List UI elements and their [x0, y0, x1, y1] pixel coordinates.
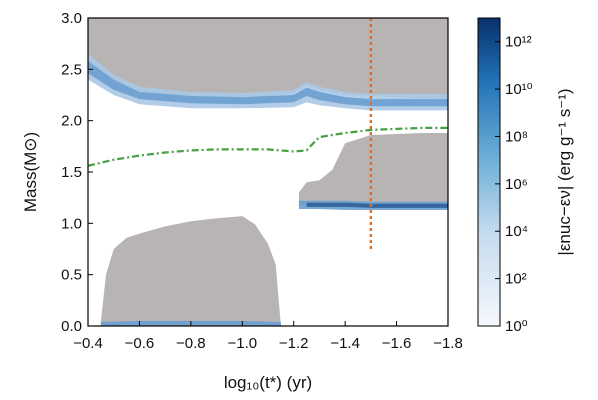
convective-region [88, 18, 448, 99]
colorbar-tick-label: 10¹² [505, 34, 532, 51]
colorbar-tick-label: 10² [505, 271, 527, 288]
x-tick-label: −1.2 [279, 335, 309, 352]
x-tick-label: −1.0 [227, 335, 257, 352]
colorbar-tick-label: 10⁰ [505, 318, 528, 335]
y-tick-label: 1.0 [61, 215, 82, 232]
y-tick-label: 0.5 [61, 267, 82, 284]
y-tick-label: 2.5 [61, 61, 82, 78]
colorbar-tick-label: 10⁸ [505, 128, 528, 145]
colorbar-tick-label: 10⁴ [505, 223, 528, 240]
y-tick-label: 0.0 [61, 318, 82, 335]
y-axis-label: Mass(M⊙) [21, 132, 40, 212]
y-tick-label: 2.0 [61, 113, 82, 130]
x-tick-label: −1.6 [382, 335, 412, 352]
convective-region [101, 216, 281, 326]
colorbar-axis: 10⁰ 10² 10⁴ 10⁶ 10⁸ 10¹⁰ 10¹² [495, 34, 533, 335]
x-tick-label: −0.4 [73, 335, 103, 352]
colorbar-tick-label: 10¹⁰ [505, 81, 533, 98]
x-tick-label: −0.8 [176, 335, 206, 352]
x-tick-label: −1.4 [330, 335, 360, 352]
x-tick-label: −1.8 [433, 335, 463, 352]
plot-area [88, 18, 448, 326]
convective-region [299, 133, 448, 207]
colorbar-label: |εnuc−εν| (erg g⁻¹ s⁻¹) [555, 88, 574, 255]
x-tick-label: −0.6 [125, 335, 155, 352]
colorbar [478, 18, 500, 326]
y-tick-label: 1.5 [61, 164, 82, 181]
x-axis-label: log₁₀(t*) (yr) [224, 373, 312, 392]
colorbar-tick-label: 10⁶ [505, 176, 528, 193]
y-tick-label: 3.0 [61, 10, 82, 27]
